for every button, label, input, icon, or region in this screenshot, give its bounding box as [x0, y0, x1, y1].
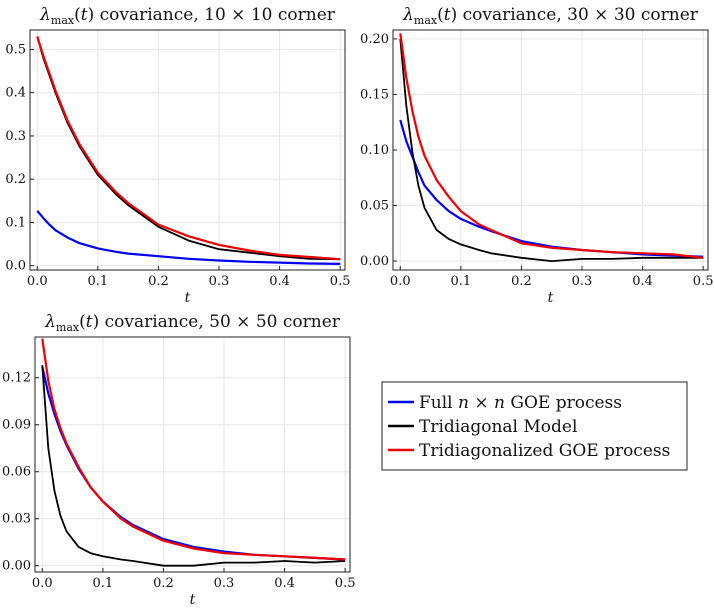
chart-3: 0.0 0.1 0.2 0.3 0.4 0.5 0.00 0.03 0.06 0.09 0.12 t λ…: [2, 312, 355, 608]
chart-2-series-tridiagonal-model: [399, 38, 704, 263]
chart-2-xtick-label-2: 0.2: [511, 274, 532, 289]
chart-1-xtick-label-1: 0.1: [88, 274, 109, 289]
chart-1-xlabel: t: [185, 290, 191, 306]
legend-label-1: Full n × n GOE process: [419, 393, 622, 413]
chart-1-series-full-n-n-goe-process: [36, 210, 341, 265]
chart-3-series-tridiagonal-model: [41, 365, 346, 567]
chart-2-ytick-label-1: 0.05: [360, 199, 389, 214]
chart-3-ytick-label-4: 0.12: [2, 371, 31, 386]
chart-3-xtick-label-2: 0.2: [153, 576, 174, 591]
chart-2-xlabel: t: [548, 290, 554, 306]
legend: Full n × n GOE process Tridiagonal Model T…: [381, 381, 688, 471]
chart-3-xtick-label-1: 0.1: [93, 576, 114, 591]
chart-3-ytick-label-1: 0.03: [2, 512, 31, 527]
chart-3-xtick-label-5: 0.5: [335, 576, 356, 591]
chart-3-xtick-label-0: 0.0: [32, 576, 53, 591]
chart-1-xtick-label-0: 0.0: [27, 274, 48, 289]
chart-3-xtick-label-3: 0.3: [214, 576, 235, 591]
chart-2-xtick-label-5: 0.5: [693, 274, 714, 289]
chart-1-ytick-label-4: 0.4: [5, 86, 26, 101]
chart-1-xtick-label-3: 0.3: [209, 274, 230, 289]
chart-3-title: λmax(t) covariance, 50 × 50 corner: [44, 312, 341, 334]
legend-label-3: Tridiagonalized GOE process: [419, 441, 670, 461]
chart-1-ytick-label-2: 0.2: [5, 172, 26, 187]
chart-2-ytick-label-2: 0.10: [360, 143, 389, 158]
chart-2-xtick-label-1: 0.1: [451, 274, 472, 289]
chart-3-frame: [34, 336, 351, 573]
chart-2-ytick-label-3: 0.15: [360, 87, 389, 102]
chart-1-series-tridiagonalized-goe-process: [36, 36, 341, 261]
chart-3-xlabel: t: [190, 592, 196, 608]
chart-1-ytick-label-1: 0.1: [5, 215, 26, 230]
chart-3-ytick-label-2: 0.06: [2, 465, 31, 480]
chart-1-ytick-label-5: 0.5: [5, 42, 26, 57]
chart-2-xtick-label-0: 0.0: [390, 274, 411, 289]
legend-box: [381, 381, 688, 471]
chart-1-xtick-label-5: 0.5: [330, 274, 351, 289]
chart-2-ytick-label-4: 0.20: [360, 32, 389, 47]
chart-3-series-tridiagonalized-goe-process: [41, 338, 346, 561]
legend-label-2: Tridiagonal Model: [419, 417, 577, 437]
chart-2: 0.0 0.1 0.2 0.3 0.4 0.5 0.00 0.05 0.10 0.15 0.20 t λ…: [360, 5, 713, 306]
chart-1-title: λmax(t) covariance, 10 × 10 corner: [39, 5, 336, 27]
chart-2-xtick-label-3: 0.3: [572, 274, 593, 289]
chart-3-xtick-label-4: 0.4: [274, 576, 295, 591]
chart-2-xtick-label-4: 0.4: [632, 274, 653, 289]
chart-3-ytick-label-3: 0.09: [2, 418, 31, 433]
chart-1-ytick-label-3: 0.3: [5, 129, 26, 144]
chart-1-xtick-label-4: 0.4: [269, 274, 290, 289]
chart-1: 0.0 0.1 0.2 0.3 0.4 0.5 0.0 0.1 0.2 0.3 0.4 0.5 t λma…: [5, 5, 350, 306]
chart-2-series-tridiagonalized-goe-process: [399, 33, 704, 259]
chart-1-xtick-label-2: 0.2: [148, 274, 169, 289]
chart-3-series-full-n-n-goe-process: [41, 366, 346, 561]
chart-1-frame: [29, 29, 346, 271]
chart-3-ytick-label-0: 0.00: [2, 559, 31, 574]
chart-1-ytick-label-0: 0.0: [5, 259, 26, 274]
chart-2-ytick-label-0: 0.00: [360, 254, 389, 269]
chart-2-title: λmax(t) covariance, 30 × 30 corner: [402, 5, 699, 27]
